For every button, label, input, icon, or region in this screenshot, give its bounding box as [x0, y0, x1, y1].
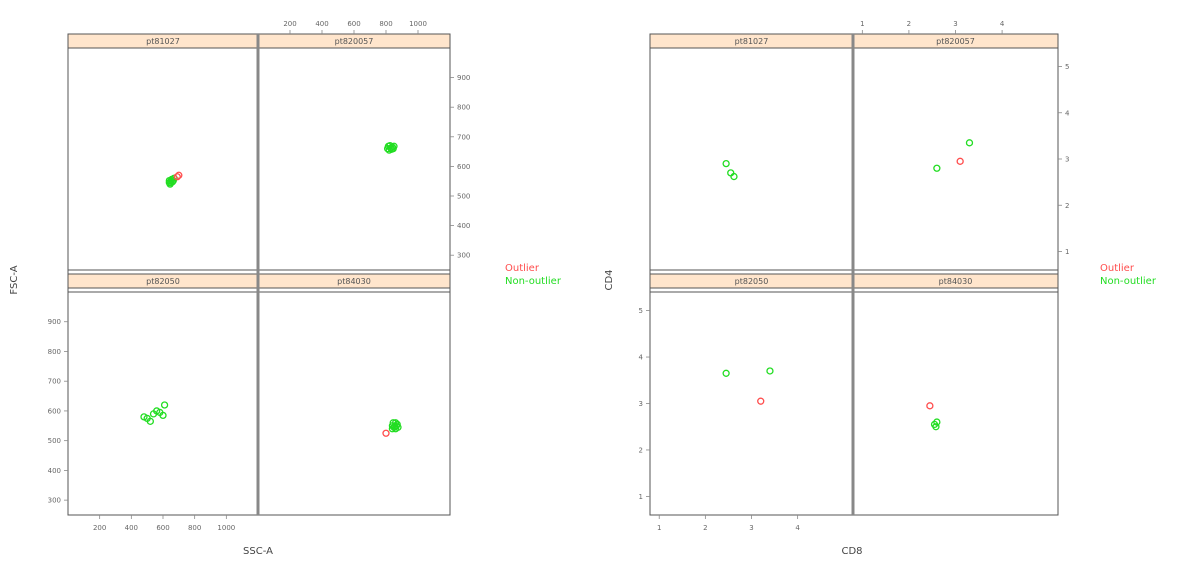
c2-strip-label-3: pt84030: [939, 277, 973, 286]
legend-outlier-label-2: Outlier: [1100, 263, 1135, 274]
xlabel-cd8: CD8: [841, 546, 862, 557]
c1-point-nonoutlier-2-6: [143, 414, 151, 423]
c2-ytick-right-2: 3: [1065, 156, 1069, 164]
c1-ytick-right-5: 800: [457, 104, 470, 112]
c1-ytick-left-5: 800: [48, 348, 61, 356]
c2-point-nonoutlier-3-1: [933, 418, 941, 426]
ylabel-fsc-a: FSC-A: [9, 265, 20, 294]
c2-ytick-left-2: 3: [639, 400, 643, 408]
c1-xtick-top-4: 1000: [409, 20, 427, 28]
c2-xtick-top-3: 4: [1000, 20, 1005, 28]
c1-ytick-right-6: 900: [457, 74, 470, 82]
c1-xtick-bot-4: 1000: [217, 524, 235, 532]
c2-ytick-left-0: 1: [639, 493, 643, 501]
c2-xtick-top-1: 2: [907, 20, 911, 28]
c2-point-outlier-3-0: [926, 402, 934, 410]
c2-point-nonoutlier-1-1: [965, 139, 974, 147]
c1-divider: [256, 34, 260, 515]
c2-ytick-left-4: 5: [639, 307, 643, 315]
c1-xtick-bot-2: 600: [156, 524, 169, 532]
c2-point-nonoutlier-3-2: [932, 423, 940, 431]
c1-point-outlier-0-1: [173, 173, 181, 181]
c2-xtick-bot-1: 2: [703, 524, 707, 532]
c1-xtick-top-0: 200: [283, 20, 296, 28]
c2-strip-label-0: pt81027: [735, 37, 769, 46]
c1-ytick-right-2: 500: [457, 193, 470, 201]
c2-strip-label-2: pt82050: [735, 277, 769, 286]
c2-ytick-left-1: 2: [639, 446, 643, 454]
c1-point-nonoutlier-2-3: [160, 401, 169, 409]
c1-xtick-top-1: 400: [315, 20, 328, 28]
c1-ytick-left-6: 900: [48, 318, 61, 326]
c1-ytick-right-4: 700: [457, 133, 470, 141]
c1-strip-label-1: pt820057: [335, 37, 374, 46]
c1-ytick-left-4: 700: [48, 378, 61, 386]
c2-ytick-right-4: 5: [1065, 63, 1069, 71]
c2-ytick-right-3: 4: [1065, 109, 1070, 117]
legend-non-outlier-label-2: Non-outlier: [1100, 276, 1157, 287]
c1-xtick-top-3: 800: [379, 20, 392, 28]
c2-xtick-bot-0: 1: [657, 524, 661, 532]
legend-outlier-label: Outlier: [505, 263, 540, 274]
c1-ytick-left-0: 300: [48, 497, 61, 505]
c1-xtick-bot-0: 200: [93, 524, 106, 532]
c2-point-nonoutlier-2-1: [766, 367, 774, 375]
c1-ytick-left-1: 400: [48, 467, 61, 475]
c2-point-nonoutlier-2-0: [722, 369, 730, 377]
c2-ytick-right-0: 1: [1065, 248, 1069, 256]
ylabel-cd4: CD4: [604, 269, 615, 290]
c1-ytick-right-3: 600: [457, 163, 470, 171]
c1-xtick-bot-1: 400: [125, 524, 138, 532]
c1-ytick-right-1: 400: [457, 222, 470, 230]
c2-point-nonoutlier-0-2: [730, 172, 738, 181]
c1-xtick-top-2: 600: [347, 20, 360, 28]
c2-point-outlier-1-0: [956, 157, 964, 165]
c1-point-nonoutlier-2-7: [156, 408, 164, 417]
c2-xtick-bot-3: 4: [795, 524, 800, 532]
c2-xtick-top-0: 1: [860, 20, 864, 28]
chart-ssc-fsc: pt81027 pt820057 pt82050 pt84030 200 400 600 80…: [48, 20, 471, 532]
c2-point-nonoutlier-0-0: [722, 159, 730, 168]
chart-cd8-cd4: pt81027 pt820057 pt82050 pt84030 1 2 3 4 1 2 3 4 1 2 3…: [639, 20, 1070, 532]
xlabel-ssc-a: SSC-A: [243, 546, 273, 557]
c2-divider: [851, 34, 855, 515]
c2-point-outlier-2-0: [757, 397, 765, 405]
c2-ytick-left-3: 4: [639, 354, 644, 362]
c2-xtick-top-2: 3: [953, 20, 957, 28]
c1-point-nonoutlier-0-8: [165, 176, 173, 185]
c2-xtick-bot-2: 3: [749, 524, 753, 532]
c1-xtick-bot-3: 800: [188, 524, 201, 532]
c1-ytick-left-2: 500: [48, 437, 61, 445]
c1-ytick-left-3: 600: [48, 407, 61, 415]
c1-point-nonoutlier-3-9: [388, 425, 397, 433]
c2-ytick-right-1: 2: [1065, 202, 1069, 210]
legend-non-outlier-label: Non-outlier: [505, 276, 562, 287]
c1-point-nonoutlier-1-8: [387, 145, 396, 153]
c1-strip-label-0: pt81027: [146, 37, 180, 46]
c1-ytick-right-0: 300: [457, 252, 470, 260]
c2-strip-label-1: pt820057: [936, 37, 975, 46]
c1-point-outlier-0-0: [175, 171, 183, 179]
c2-point-nonoutlier-1-0: [933, 164, 941, 172]
c1-strip-label-2: pt82050: [146, 277, 180, 286]
c1-point-outlier-3-0: [382, 429, 390, 437]
c1-strip-label-3: pt84030: [337, 277, 371, 286]
